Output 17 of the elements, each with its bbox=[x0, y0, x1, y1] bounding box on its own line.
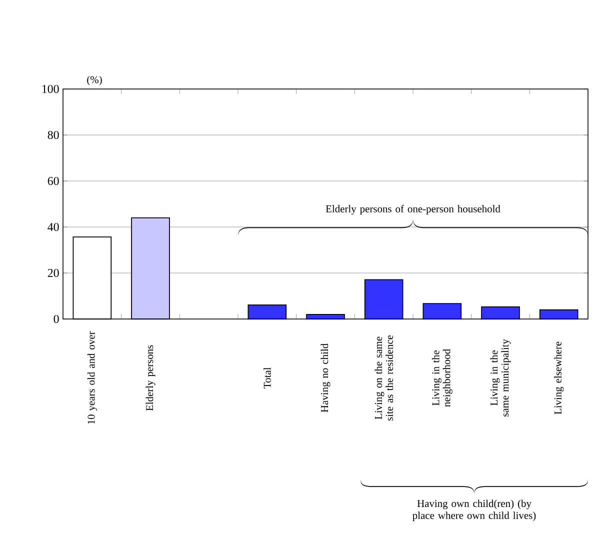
y-tick-label: 60 bbox=[48, 176, 59, 186]
y-tick-label: 40 bbox=[48, 222, 59, 232]
x-tick-label: Living elsewhere bbox=[554, 342, 564, 414]
x-tick-label: Elderly persons bbox=[146, 345, 156, 411]
x-tick-label: Living in the neighborhood bbox=[432, 349, 452, 407]
x-tick-label: 10 years old and over bbox=[87, 331, 97, 424]
y-axis-title: (%) bbox=[87, 76, 102, 86]
y-tick-label: 0 bbox=[54, 314, 59, 324]
text: Having own child(ren) (by place where own child lives) bbox=[412, 500, 536, 522]
x-tick-label: Living in the same municipality bbox=[490, 339, 511, 416]
y-tick-label: 20 bbox=[48, 268, 59, 278]
x-tick-label: Total bbox=[263, 367, 271, 388]
x-tick-label: Living on the same site as the residence bbox=[374, 335, 393, 421]
y-tick-label: 100 bbox=[42, 84, 59, 94]
y-tick-label: 80 bbox=[48, 130, 59, 140]
annotation: Elderly persons of one-person household bbox=[326, 204, 500, 214]
x-tick-label: Having no child bbox=[320, 344, 330, 412]
